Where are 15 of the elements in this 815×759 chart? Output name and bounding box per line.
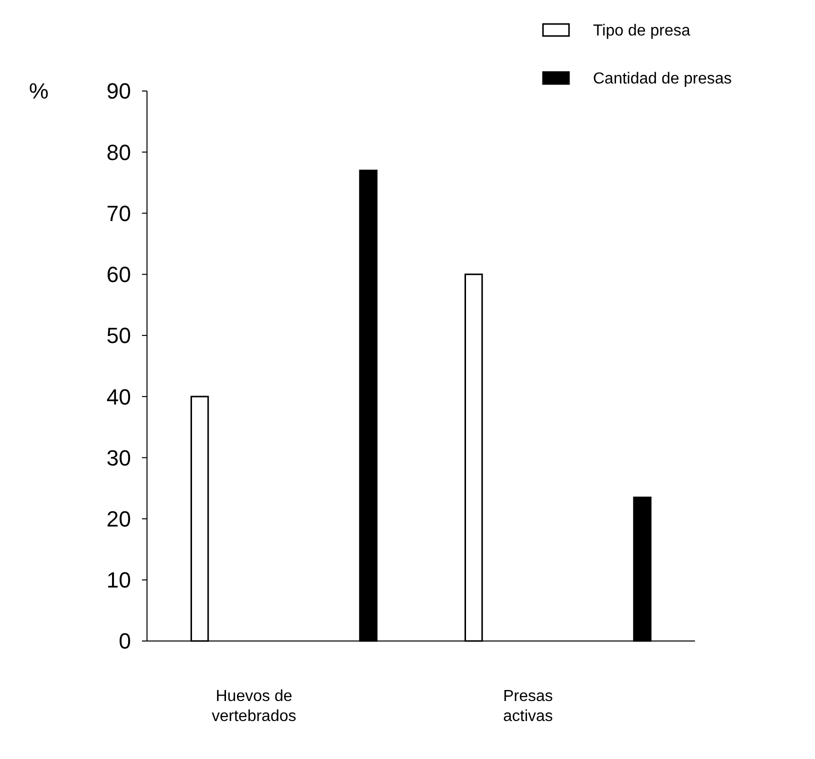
legend-label: Cantidad de presas [593, 70, 732, 88]
y-tick-label: 80 [106, 140, 131, 165]
y-tick-label: 90 [106, 78, 131, 104]
y-tick-label: 10 [106, 568, 131, 593]
y-tick-label: 30 [106, 445, 131, 470]
x-tick-label: Presas activas [503, 688, 553, 725]
legend-label: Tipo de presa [593, 22, 690, 40]
y-tick-label: 40 [106, 384, 131, 410]
y-tick-label: 70 [106, 200, 131, 226]
y-tick-label: 20 [106, 506, 131, 532]
y-tick-label: 0 [118, 628, 131, 654]
y-tick-label: 50 [106, 323, 131, 348]
y-tick-label: 60 [106, 262, 131, 288]
y-axis-title: % [29, 78, 49, 104]
x-tick-label: Huevos de vertebrados [212, 688, 296, 725]
